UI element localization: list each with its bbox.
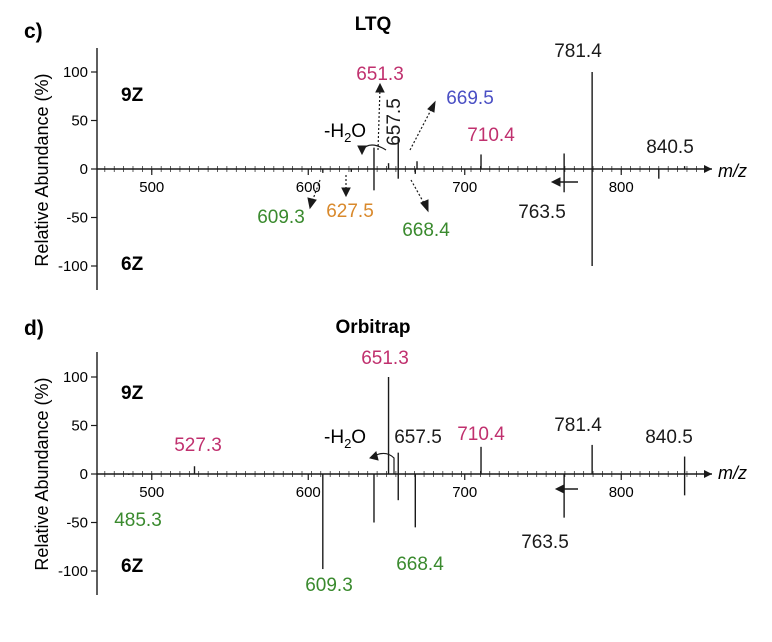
panel-c-arrow-668-head bbox=[420, 199, 429, 213]
panel-c-y-tick-label: 0 bbox=[80, 161, 88, 178]
panel-c-water-loss-label: -H2O bbox=[324, 121, 366, 145]
panel-d-water-loss-subscript: 2 bbox=[344, 436, 351, 451]
panel-c-y-tick-label: -100 bbox=[58, 258, 88, 275]
panel-c-y-tick-label: 50 bbox=[71, 113, 88, 130]
panel-c-arrow-651-head bbox=[375, 82, 385, 93]
panel-d-x-tick-label: 600 bbox=[296, 484, 321, 501]
panel-c-peak-label-627-5: 627.5 bbox=[326, 201, 374, 222]
panel-d-water-loss-suffix: O bbox=[351, 427, 366, 448]
panel-c-letter: c) bbox=[24, 20, 43, 43]
panel-d-water-loss-text: -H bbox=[324, 427, 344, 448]
panel-c-peak-label-710-4: 710.4 bbox=[467, 125, 515, 146]
panel-c-arrow-609-head bbox=[307, 197, 317, 210]
panel-d-y-tick-label: 50 bbox=[71, 418, 88, 435]
panel-c-peak-label-657-5: 657.5 bbox=[384, 98, 405, 146]
panel-c-peaks bbox=[322, 72, 686, 266]
panel-c-water-loss-subscript: 2 bbox=[344, 130, 351, 145]
panel-c-arrow-763-head bbox=[550, 177, 561, 187]
panel-c-x-tick-label: 700 bbox=[452, 179, 477, 196]
panel-d-y-tick-label: 0 bbox=[80, 466, 88, 483]
panel-d-peak-label-485-3: 485.3 bbox=[114, 510, 162, 531]
panel-d-peak-label-763-5: 763.5 bbox=[521, 532, 569, 553]
panel-c-x-tick-label: 600 bbox=[296, 179, 321, 196]
panel-d-water-loss-label: -H2O bbox=[324, 427, 366, 451]
panel-c-peak-label-609-3: 609.3 bbox=[257, 207, 305, 228]
panel-d-peak-label-710-4: 710.4 bbox=[457, 424, 505, 445]
panel-c-peak-label-781-4: 781.4 bbox=[554, 41, 602, 62]
panel-c-peak-label-669-5: 669.5 bbox=[446, 88, 494, 109]
panel-c-peak-label-763-5: 763.5 bbox=[518, 202, 566, 223]
panel-c-x-tick-label: 500 bbox=[139, 179, 164, 196]
panel-d-x-tick-label: 800 bbox=[609, 484, 634, 501]
panel-d-title: Orbitrap bbox=[336, 317, 411, 338]
panel-d-bottom-state-label: 6Z bbox=[121, 556, 144, 577]
panel-d-peak-label-609-3: 609.3 bbox=[305, 575, 353, 596]
panel-d-peak-labels: 527.3 651.3 657.5 710.4 781.4 840.5 485.3 609.3… bbox=[114, 348, 693, 596]
panel-d-y-tick-label: -50 bbox=[66, 515, 88, 532]
panel-c-y-tick-label: -50 bbox=[66, 210, 88, 227]
panel-c-peak-label-840-5: 840.5 bbox=[646, 137, 694, 158]
panel-d-peak-label-668-4: 668.4 bbox=[396, 554, 444, 575]
panel-d-peak-label-781-4: 781.4 bbox=[554, 415, 602, 436]
panel-c-y-tick-label: 100 bbox=[63, 64, 88, 81]
panel-c-peak-labels: 651.3 657.5 669.5 710.4 781.4 840.5 609.3 627.5… bbox=[257, 41, 694, 241]
panel-c-arrow-669-head bbox=[427, 100, 436, 113]
panel-d-arrow-763-head bbox=[554, 484, 565, 494]
panel-c-water-loss-suffix: O bbox=[351, 121, 366, 142]
panel-c-bottom-state-label: 6Z bbox=[121, 254, 144, 275]
panel-d-peaks bbox=[128, 377, 686, 570]
panel-d-letter: d) bbox=[24, 317, 44, 340]
panel-d-y-tick-label: -100 bbox=[58, 563, 88, 580]
panel-c-x-axis-label: m/z bbox=[718, 161, 747, 181]
panel-d-x-axis-arrowhead bbox=[704, 470, 712, 478]
panel-d-peak-label-651-3: 651.3 bbox=[361, 348, 409, 369]
panel-d-y-axis-label: Relative Abundance (%) bbox=[32, 377, 52, 570]
panel-d-arrow-water-head bbox=[369, 451, 379, 461]
panel-c-title: LTQ bbox=[355, 14, 392, 35]
panel-d-annotation-arrows bbox=[369, 451, 578, 494]
panel-d-y-tick-label: 100 bbox=[63, 369, 88, 386]
panel-c-arrow-669 bbox=[409, 107, 433, 151]
panel-c-arrow-water-head bbox=[357, 145, 367, 156]
panel-c-x-axis-arrowhead bbox=[704, 165, 712, 173]
panel-c-arrow-651 bbox=[377, 87, 381, 151]
panel-c: c) LTQ Relative Abundance (%) 9Z 6Z m/z … bbox=[24, 14, 747, 290]
panel-d-peak-label-840-5: 840.5 bbox=[645, 427, 693, 448]
panel-c-water-loss-text: -H bbox=[324, 121, 344, 142]
panel-d: d) Orbitrap Relative Abundance (%) 9Z 6Z… bbox=[24, 317, 747, 596]
panel-c-arrow-668 bbox=[410, 179, 426, 206]
panel-c-annotation-arrows bbox=[307, 82, 578, 213]
panel-c-top-state-label: 9Z bbox=[121, 85, 144, 106]
panel-c-peak-label-668-4: 668.4 bbox=[402, 220, 450, 241]
panel-d-x-tick-label: 500 bbox=[139, 484, 164, 501]
panel-d-peak-label-527-3: 527.3 bbox=[174, 435, 222, 456]
panel-c-x-tick-label: 800 bbox=[609, 179, 634, 196]
panel-d-peak-label-657-5: 657.5 bbox=[394, 427, 442, 448]
panel-d-top-state-label: 9Z bbox=[121, 383, 144, 404]
panel-c-y-axis-label: Relative Abundance (%) bbox=[32, 73, 52, 266]
panel-d-x-tick-label: 700 bbox=[452, 484, 477, 501]
panel-c-arrow-627-head bbox=[341, 187, 351, 198]
panel-d-x-axis-label: m/z bbox=[718, 463, 747, 483]
panel-c-peak-label-651-3: 651.3 bbox=[356, 64, 404, 85]
